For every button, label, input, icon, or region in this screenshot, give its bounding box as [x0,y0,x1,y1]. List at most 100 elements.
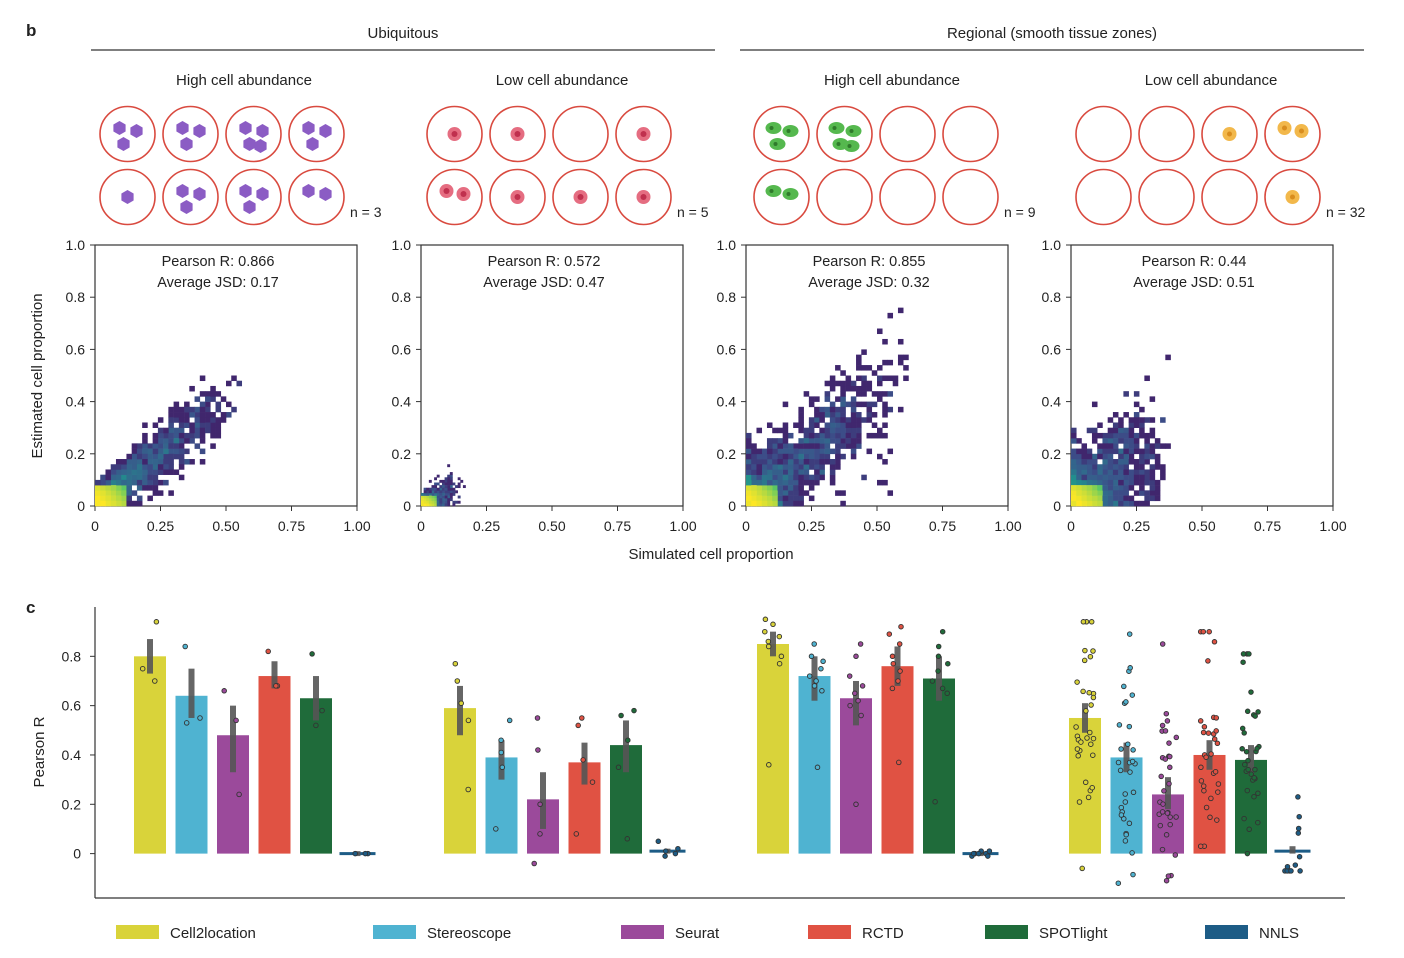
heatmap-bin [147,443,153,449]
heatmap-bin [157,417,164,423]
y-tick-label: 0.8 [66,289,86,305]
heatmap-bin [793,479,799,486]
data-point [986,848,993,854]
bar-stereoscope [175,695,208,854]
heatmap-bin [205,391,211,397]
heatmap-bin [447,477,451,481]
heatmap-bin [798,459,804,465]
heatmap-bin [777,500,783,507]
hexagon-cell-icon [256,187,269,201]
data-point [1127,769,1133,775]
heatmap-bin [819,459,825,465]
heatmap-bin [152,453,159,460]
heatmap-bin [856,359,862,366]
y-tick-label: 1.0 [717,237,737,253]
data-point [1284,863,1291,870]
heatmap-bin [199,427,206,434]
heatmap-bin [1112,412,1119,418]
heatmap-bin [115,479,122,486]
heatmap-bin [871,401,878,408]
heatmap-bin [210,417,216,423]
heatmap-bin [824,453,831,460]
cell-nucleus-icon [1290,194,1295,200]
heatmap-bin [746,459,752,465]
heatmap-bin [423,487,427,491]
heatmap-bin [434,500,438,504]
cell-nucleus-icon [443,188,450,194]
heatmap-bin [428,479,432,483]
heatmap-bin [178,432,185,439]
data-point [454,678,461,684]
data-point [1074,679,1080,685]
spot-circle [816,105,873,163]
y-tick-label: 0.6 [1042,341,1062,357]
bar-cell2location [757,643,789,854]
heatmap-bin [1123,453,1129,460]
heatmap-bin [877,375,883,382]
heatmap-bin [751,443,757,449]
heatmap-bin [1112,443,1119,449]
data-point [858,712,864,719]
heatmap-bin [152,469,159,475]
heatmap-bin [1091,469,1098,475]
data-point [1295,830,1302,836]
heatmap-bin [147,459,153,465]
data-point [465,717,472,724]
heatmap-bin [1081,453,1088,460]
heatmap-bin [444,482,448,486]
bar-y-tick-label: 0.2 [62,796,82,812]
heatmap-bin [787,459,794,465]
heatmap-bin [819,412,825,418]
data-point [1130,789,1137,796]
heatmap-bin [1149,464,1156,470]
heatmap-bin [434,492,438,496]
hexagon-cell-icon [121,190,134,204]
error-bar [457,685,463,736]
heatmap-bin [746,495,752,502]
heatmap-bin [449,477,453,481]
heatmap-bin [772,490,778,496]
heatmap-bin [1076,500,1082,507]
legend-label: Seurat [675,925,720,942]
heatmap-bin [1107,459,1114,465]
heatmap-bin [829,432,836,439]
heatmap-bin [845,438,852,444]
heatmap-bin [447,495,451,499]
data-point [672,850,679,857]
heatmap-bin [121,500,127,507]
bar-rctd [881,666,914,854]
heatmap-bin [1133,464,1140,470]
cell-nucleus-icon [773,142,778,146]
heatmap-bin [210,391,216,397]
heatmap-bin [829,422,836,428]
heatmap-bin [1107,417,1114,423]
heatmap-bin [1076,485,1082,491]
heatmap-bin [100,500,106,507]
heatmap-bin [751,490,757,496]
heatmap-bin [115,469,122,475]
heatmap-bin [782,500,789,507]
heatmap-bin [434,482,438,486]
heatmap-bin [199,448,206,455]
legend-swatch [985,925,1028,939]
heatmap-bin [426,492,430,496]
heatmap-bin [850,417,857,423]
heatmap-bin [840,391,846,397]
heatmap-bin [434,495,438,499]
hexagon-cell-icon [130,124,143,138]
heatmap-bin [194,396,201,402]
heatmap-bin [115,500,122,507]
heatmap-bin [431,485,435,489]
heatmap-bin [1149,490,1156,496]
heatmap-bin [897,338,904,345]
data-point [939,685,946,692]
heatmap-bin [434,498,438,502]
bar-stereoscope [1110,757,1143,854]
heatmap-bin [152,474,159,481]
spot-circle [879,105,936,163]
group-title-regional: Regional (smooth tissue zones) [947,25,1157,42]
heatmap-bin [829,479,836,486]
heatmap-bin [462,485,466,489]
heatmap-bin [777,490,783,496]
